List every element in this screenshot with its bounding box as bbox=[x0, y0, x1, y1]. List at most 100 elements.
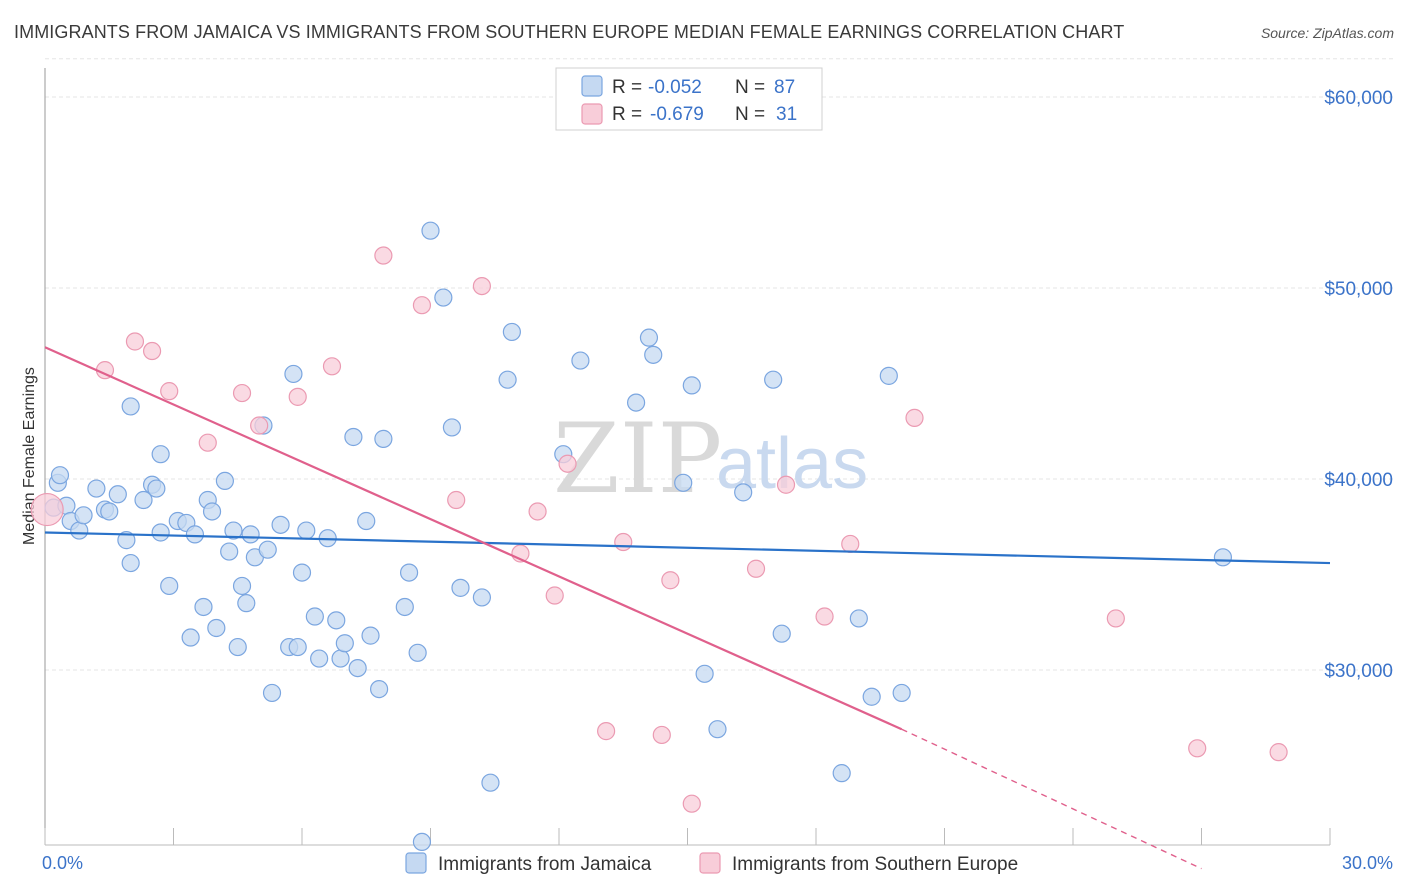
europe-point bbox=[545, 586, 564, 605]
jamaica-point bbox=[357, 511, 376, 531]
europe-point bbox=[614, 532, 633, 552]
x-tick-label-min: 0.0% bbox=[42, 853, 83, 873]
europe-point bbox=[160, 382, 179, 401]
europe-point bbox=[412, 296, 432, 315]
jamaica-point bbox=[237, 594, 256, 613]
bottom-legend-label-jamaica: Immigrants from Jamaica bbox=[438, 854, 652, 875]
legend-r-label: R = bbox=[612, 77, 642, 98]
jamaica-point bbox=[772, 624, 791, 643]
jamaica-point bbox=[121, 553, 140, 573]
bottom-legend-swatch-jamaica bbox=[405, 852, 427, 874]
jamaica-point bbox=[232, 576, 252, 596]
jamaica-point bbox=[147, 479, 166, 498]
jamaica-point bbox=[215, 471, 234, 491]
bottom-legend-swatch-europe bbox=[699, 852, 721, 874]
jamaica-point bbox=[399, 563, 419, 582]
europe-point bbox=[597, 722, 616, 741]
legend-r-value-jamaica: -0.052 bbox=[648, 77, 702, 98]
jamaica-point bbox=[862, 687, 881, 706]
trend-line-jamaica bbox=[44, 531, 1331, 565]
trend-line-europe-extension bbox=[901, 728, 1202, 870]
jamaica-point bbox=[849, 609, 868, 628]
europe-point bbox=[528, 502, 547, 521]
europe-point bbox=[746, 559, 766, 578]
europe-point bbox=[288, 387, 307, 406]
europe-point bbox=[841, 534, 860, 554]
jamaica-point bbox=[879, 366, 898, 385]
jamaica-point bbox=[892, 683, 911, 703]
jamaica-point bbox=[674, 473, 693, 492]
y-tick-label: $50,000 bbox=[1324, 279, 1393, 300]
europe-point bbox=[125, 332, 145, 351]
series-legend: Immigrants from Jamaica Immigrants from … bbox=[405, 852, 1018, 875]
jamaica-point bbox=[87, 479, 106, 498]
watermark: ZIP atlas bbox=[553, 403, 868, 515]
jamaica-point bbox=[181, 628, 200, 647]
jamaica-point bbox=[134, 490, 153, 510]
jamaica-point bbox=[1213, 548, 1233, 567]
europe-point bbox=[447, 490, 466, 510]
jamaica-point bbox=[284, 364, 303, 384]
jamaica-point bbox=[74, 506, 93, 525]
watermark-zip: ZIP bbox=[553, 403, 722, 515]
legend-r-label: R = bbox=[612, 104, 642, 125]
legend-swatch-jamaica bbox=[581, 75, 603, 97]
jamaica-point bbox=[472, 588, 491, 607]
jamaica-point bbox=[194, 597, 213, 617]
jamaica-point bbox=[498, 370, 517, 389]
europe-point bbox=[815, 607, 834, 626]
trend-lines bbox=[44, 346, 1331, 870]
europe-point bbox=[198, 433, 217, 452]
jamaica-point bbox=[305, 607, 324, 626]
jamaica-point bbox=[202, 502, 222, 521]
europe-point bbox=[142, 341, 162, 361]
jamaica-point bbox=[644, 345, 663, 364]
chart-source: Source: ZipAtlas.com bbox=[1260, 25, 1394, 41]
x-axis-ticks bbox=[44, 828, 1331, 845]
europe-point bbox=[250, 416, 269, 435]
jamaica-point bbox=[442, 418, 462, 437]
jamaica-point bbox=[335, 634, 354, 653]
jamaica-point bbox=[292, 563, 312, 582]
grid-lines bbox=[45, 58, 1393, 671]
jamaica-point bbox=[262, 683, 282, 703]
y-tick-label: $30,000 bbox=[1324, 661, 1393, 682]
jamaica-point bbox=[639, 328, 659, 347]
jamaica-point bbox=[374, 429, 393, 448]
jamaica-point bbox=[258, 540, 277, 559]
jamaica-point bbox=[502, 322, 521, 342]
y-tick-label: $40,000 bbox=[1324, 470, 1393, 491]
jamaica-point bbox=[207, 618, 226, 638]
legend-n-label: N = bbox=[735, 104, 765, 125]
x-tick-label-max: 30.0% bbox=[1342, 853, 1393, 873]
jamaica-point bbox=[708, 720, 727, 739]
jamaica-point bbox=[50, 466, 70, 485]
jamaica-point bbox=[70, 521, 89, 540]
europe-point bbox=[232, 383, 252, 403]
jamaica-point bbox=[241, 525, 260, 544]
jamaica-point bbox=[344, 427, 363, 447]
legend-r-value-europe: -0.679 bbox=[650, 104, 704, 125]
jamaica-point bbox=[220, 542, 239, 561]
jamaica-point bbox=[331, 649, 350, 668]
jamaica-point bbox=[626, 393, 646, 412]
jamaica-point bbox=[327, 611, 346, 630]
chart-title: IMMIGRANTS FROM JAMAICA VS IMMIGRANTS FR… bbox=[14, 22, 1125, 42]
y-tick-label: $60,000 bbox=[1324, 88, 1393, 109]
jamaica-point bbox=[412, 832, 432, 852]
jamaica-point bbox=[310, 649, 329, 668]
jamaica-point bbox=[271, 515, 290, 534]
legend-n-value-europe: 31 bbox=[776, 104, 797, 125]
europe-point bbox=[472, 276, 491, 296]
europe-point bbox=[776, 475, 796, 494]
series-europe-points bbox=[30, 246, 1288, 813]
correlation-legend: R = -0.052 N = 87 R = -0.679 N = 31 bbox=[555, 67, 823, 131]
legend-n-label: N = bbox=[735, 77, 765, 98]
europe-point bbox=[652, 725, 671, 745]
jamaica-point bbox=[481, 773, 500, 792]
jamaica-point bbox=[224, 521, 243, 540]
jamaica-point bbox=[288, 637, 307, 657]
europe-point bbox=[905, 408, 924, 427]
jamaica-point bbox=[421, 221, 440, 240]
